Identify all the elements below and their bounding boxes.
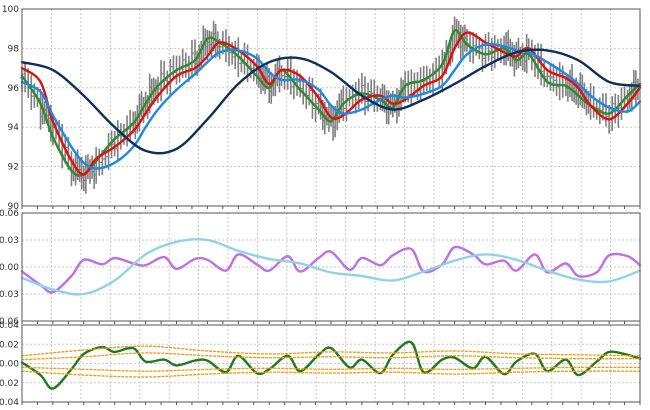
y-tick-label: 96 (8, 84, 20, 94)
panel-price: 90 92 94 96 98 100 (2, 5, 642, 212)
y-tick-label: 0.03 (0, 290, 19, 300)
y-tick-label: 0.02 (0, 379, 19, 389)
y-tick-label: 0.06 (0, 317, 19, 327)
y-tick-label: 0.00 (0, 263, 19, 273)
series-cycle_navy (20, 48, 642, 155)
y-tick-label: 0.04 (0, 398, 19, 406)
panel-frame (21, 324, 641, 403)
panel-frame (21, 212, 641, 322)
y-tick-label: 90 (8, 202, 20, 212)
panel-oscillator_upper: 0.06 0.03 0.00 0.03 0.06 (0, 209, 642, 327)
series-osc_violet (20, 245, 642, 294)
y-tick-label: 0.03 (0, 236, 19, 246)
y-tick-label: 0.04 (0, 321, 19, 331)
series-osc_cyan (20, 238, 642, 296)
y-tick-label: 94 (8, 123, 20, 133)
panel-frame (21, 8, 641, 207)
series-band_2 (21, 352, 641, 361)
y-tick-label: 0.02 (0, 340, 19, 350)
y-tick-label: 0.00 (0, 360, 19, 370)
y-tick-label: 100 (2, 5, 19, 15)
series-band_4 (21, 370, 641, 378)
series-band_1 (21, 345, 641, 357)
series-band_3 (21, 366, 641, 372)
y-tick-label: 92 (8, 163, 19, 173)
panel-oscillator_lower: 0.04 0.02 0.00 0.02 0.04 (0, 321, 642, 408)
y-tick-label: 98 (8, 44, 20, 54)
series-ma_red (20, 31, 642, 176)
series-price_bars (20, 16, 640, 194)
series-ma_fast (20, 28, 642, 177)
series-ma_blue (20, 42, 642, 170)
y-tick-label: 0.06 (0, 209, 19, 219)
